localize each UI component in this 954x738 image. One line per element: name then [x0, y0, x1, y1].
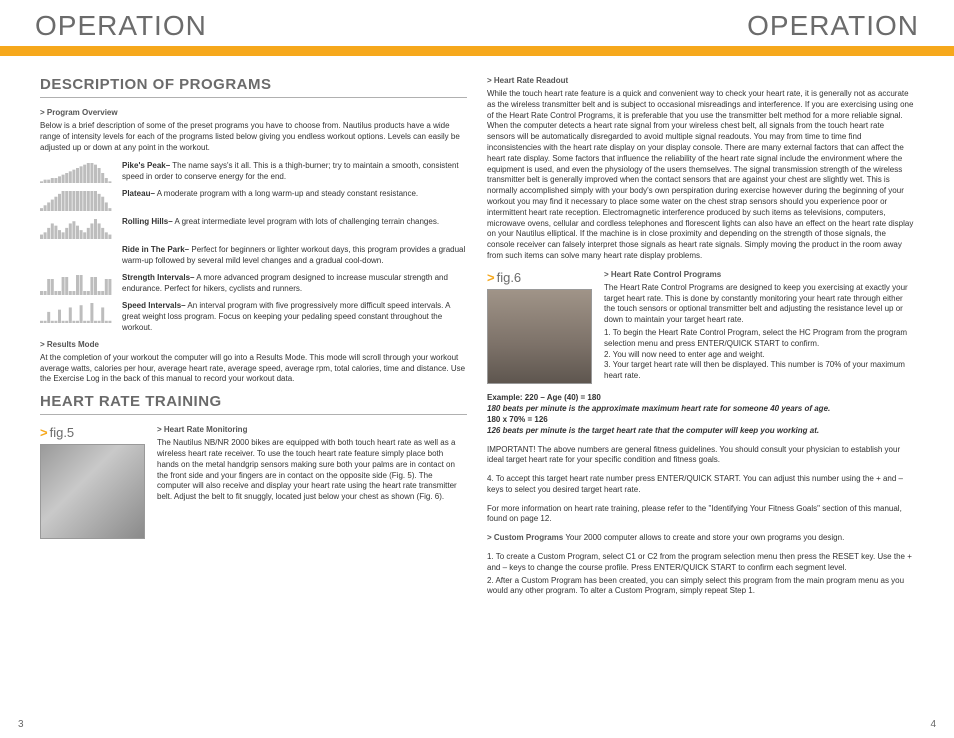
sub-hr-control: > Heart Rate Control Programs: [604, 270, 914, 279]
fig6-text: fig.6: [497, 270, 522, 285]
fig5-image: [40, 444, 145, 539]
hr-step2: 2. You will now need to enter age and we…: [604, 350, 914, 361]
program-desc: Pike's Peak– The name says's it all. Thi…: [122, 161, 467, 183]
fig5-text: fig.5: [50, 425, 75, 440]
program-row: Rolling Hills– A great intermediate leve…: [40, 217, 467, 239]
programs-list: Pike's Peak– The name says's it all. Thi…: [40, 161, 467, 333]
fig6-image: [487, 289, 592, 384]
page-number-right: 4: [930, 719, 936, 730]
example-block: Example: 220 – Age (40) = 180 180 beats …: [487, 392, 914, 437]
sub-hr-readout: > Heart Rate Readout: [487, 76, 914, 85]
right-column: > Heart Rate Readout While the touch hea…: [487, 76, 914, 728]
program-row: Ride in The Park– Perfect for beginners …: [40, 245, 467, 267]
important-text: IMPORTANT! The above numbers are general…: [487, 445, 914, 467]
custom2: 2. After a Custom Program has been creat…: [487, 576, 914, 598]
fig6-block: >fig.6: [487, 270, 592, 384]
custom-block: > Custom Programs Your 2000 computer all…: [487, 533, 914, 544]
hr-monitor-block: > Heart Rate Monitoring The Nautilus NB/…: [157, 425, 467, 539]
program-desc: Ride in The Park– Perfect for beginners …: [122, 245, 467, 267]
program-desc: Speed Intervals– An interval program wit…: [122, 301, 467, 333]
sub-program-overview: > Program Overview: [40, 108, 467, 117]
custom-intro: Your 2000 computer allows to create and …: [565, 533, 844, 542]
sub-hr-monitoring: > Heart Rate Monitoring: [157, 425, 467, 434]
content: DESCRIPTION OF PROGRAMS > Program Overvi…: [0, 56, 954, 738]
page: OPERATION OPERATION DESCRIPTION OF PROGR…: [0, 0, 954, 738]
hr-step3: 3. Your target heart rate will then be d…: [604, 360, 914, 382]
program-row: Plateau– A moderate program with a long …: [40, 189, 467, 211]
intro-text: Below is a brief description of some of …: [40, 121, 467, 153]
program-row: Strength Intervals– A more advanced prog…: [40, 273, 467, 295]
program-chart: [40, 301, 112, 323]
program-desc: Strength Intervals– A more advanced prog…: [122, 273, 467, 295]
hr-readout-text: While the touch heart rate feature is a …: [487, 89, 914, 262]
step4-text: 4. To accept this target heart rate numb…: [487, 474, 914, 496]
sub-results-mode: > Results Mode: [40, 340, 467, 349]
results-text: At the completion of your workout the co…: [40, 353, 467, 385]
program-row: Speed Intervals– An interval program wit…: [40, 301, 467, 333]
header-left: OPERATION: [35, 10, 207, 42]
fig6-label: >fig.6: [487, 270, 592, 285]
left-column: DESCRIPTION OF PROGRAMS > Program Overvi…: [40, 76, 467, 728]
program-desc: Rolling Hills– A great intermediate leve…: [122, 217, 467, 239]
program-chart: [40, 273, 112, 295]
program-chart: [40, 189, 112, 211]
program-row: Pike's Peak– The name says's it all. Thi…: [40, 161, 467, 183]
program-chart: [40, 161, 112, 183]
fig5-block: >fig.5: [40, 425, 145, 539]
program-chart: [40, 217, 112, 239]
page-number-left: 3: [18, 719, 24, 730]
accent-bar: [0, 46, 954, 56]
header: OPERATION OPERATION: [0, 0, 954, 46]
section-title-programs: DESCRIPTION OF PROGRAMS: [40, 76, 467, 98]
custom1: 1. To create a Custom Program, select C1…: [487, 552, 914, 574]
program-desc: Plateau– A moderate program with a long …: [122, 189, 467, 211]
example-l2: 180 x 70% = 126: [487, 414, 914, 425]
more-info-text: For more information on heart rate train…: [487, 504, 914, 526]
hr-row: >fig.5 > Heart Rate Monitoring The Nauti…: [40, 425, 467, 539]
example-l3: 126 beats per minute is the target heart…: [487, 425, 914, 436]
hr-control-text: The Heart Rate Control Programs are desi…: [604, 283, 914, 326]
fig6-row: >fig.6 > Heart Rate Control Programs The…: [487, 270, 914, 384]
section-title-hr: HEART RATE TRAINING: [40, 393, 467, 415]
header-right: OPERATION: [747, 10, 919, 42]
hr-control-block: > Heart Rate Control Programs The Heart …: [604, 270, 914, 384]
fig5-label: >fig.5: [40, 425, 145, 440]
hr-monitor-text: The Nautilus NB/NR 2000 bikes are equipp…: [157, 438, 467, 503]
program-chart: [40, 245, 112, 267]
example-l1: 180 beats per minute is the approximate …: [487, 403, 914, 414]
hr-step1: 1. To begin the Heart Rate Control Progr…: [604, 328, 914, 350]
example-label: Example: 220 – Age (40) = 180: [487, 392, 914, 403]
sub-custom: > Custom Programs: [487, 533, 563, 542]
